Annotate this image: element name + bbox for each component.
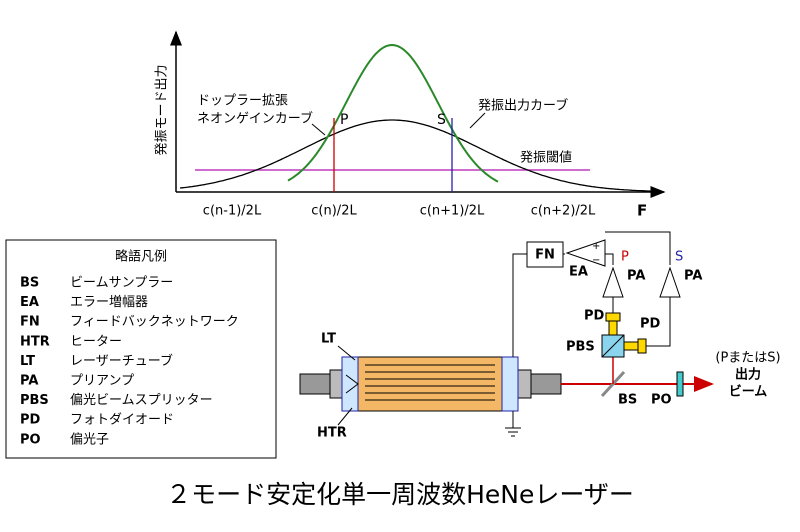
doppler-label: ドップラー拡張 bbox=[197, 94, 288, 109]
legend-abbr: HTR bbox=[20, 334, 50, 349]
wires bbox=[512, 231, 671, 357]
electrode bbox=[299, 373, 331, 395]
output-label: 出力 bbox=[735, 367, 761, 383]
htr-label: HTR bbox=[317, 426, 347, 441]
pa-label: PA bbox=[684, 269, 702, 284]
photodiode bbox=[605, 312, 621, 322]
legend-abbr: BS bbox=[20, 276, 39, 291]
x-tick: c(n+1)/2L bbox=[420, 204, 485, 219]
leader bbox=[337, 407, 353, 426]
x-axis-label: F bbox=[637, 202, 647, 220]
pbs bbox=[601, 334, 625, 358]
y-axis-label: 発振モード出力 bbox=[155, 64, 170, 155]
leader bbox=[469, 112, 486, 129]
heater bbox=[345, 364, 495, 401]
leader bbox=[311, 123, 326, 136]
doppler-curve bbox=[179, 119, 654, 192]
photodiode bbox=[637, 338, 647, 354]
legend-abbr: PD bbox=[20, 413, 41, 428]
feedback-network bbox=[526, 241, 564, 268]
legend-desc: フォトダイオード bbox=[70, 413, 174, 428]
s-label: S bbox=[675, 250, 683, 265]
p-label: P bbox=[621, 250, 629, 265]
mode-label: P bbox=[340, 112, 348, 128]
pbs-label: PBS bbox=[566, 340, 595, 355]
legend-abbr: FN bbox=[20, 315, 40, 330]
ground bbox=[505, 427, 521, 437]
photodiode bbox=[623, 341, 639, 351]
legend-desc: エラー増幅器 bbox=[70, 295, 148, 310]
legend-abbr: LT bbox=[20, 354, 35, 369]
minus: − bbox=[592, 255, 600, 266]
legend-abbr: PO bbox=[20, 432, 41, 447]
bs-label: BS bbox=[618, 393, 637, 408]
threshold-label: 発振閾値 bbox=[520, 150, 572, 166]
lt-label: LT bbox=[321, 332, 336, 347]
leader bbox=[337, 345, 356, 361]
legend-title: 略語凡例 bbox=[115, 249, 167, 265]
legend-desc: ビームサンプラー bbox=[70, 276, 173, 291]
plus: + bbox=[592, 241, 600, 252]
legend-abbr: PA bbox=[20, 374, 38, 389]
ea-label: EA bbox=[569, 265, 588, 280]
output-note: (PまたはS) bbox=[715, 351, 780, 366]
x-tick: c(n)/2L bbox=[311, 204, 357, 219]
legend-items: BS ビームサンプラー EA エラー増幅器 FN フィードバックネットワーク HTR ヒーター… bbox=[20, 276, 239, 448]
pa-label: PA bbox=[627, 269, 645, 284]
legend-desc: ヒーター bbox=[70, 334, 122, 349]
fn-label: FN bbox=[535, 248, 555, 263]
legend-desc: プリアンプ bbox=[70, 374, 134, 389]
doppler-label: ネオンゲインカーブ bbox=[197, 111, 313, 127]
po-label: PO bbox=[651, 393, 672, 408]
output-curve-label: 発振出力カーブ bbox=[478, 98, 568, 114]
error-amp bbox=[565, 239, 606, 267]
legend-desc: レーザーチューブ bbox=[70, 353, 173, 369]
output-curve bbox=[287, 43, 499, 183]
electrode bbox=[530, 373, 562, 395]
photodiode bbox=[608, 320, 618, 336]
legend-abbr: PBS bbox=[20, 393, 49, 408]
pd-label: PD bbox=[584, 309, 605, 324]
tube-end bbox=[501, 356, 519, 412]
title: ２モード安定化単一周波数HeNeレーザー bbox=[166, 480, 634, 509]
legend-box bbox=[5, 239, 277, 459]
x-tick: c(n-1)/2L bbox=[203, 204, 262, 219]
mode-label: S bbox=[437, 112, 446, 128]
legend-desc: フィードバックネットワーク bbox=[70, 315, 239, 330]
output-label: ビーム bbox=[729, 384, 768, 400]
preamp bbox=[659, 266, 681, 298]
preamp bbox=[602, 266, 624, 298]
legend-desc: 偏光ビームスプリッター bbox=[70, 393, 213, 408]
x-tick: c(n+2)/2L bbox=[531, 204, 596, 219]
laser-tube bbox=[341, 356, 519, 412]
legend-desc: 偏光子 bbox=[70, 432, 109, 447]
polarizer bbox=[676, 371, 684, 397]
tube-end bbox=[341, 356, 359, 412]
pd-label: PD bbox=[640, 317, 661, 332]
legend-abbr: EA bbox=[20, 295, 39, 310]
